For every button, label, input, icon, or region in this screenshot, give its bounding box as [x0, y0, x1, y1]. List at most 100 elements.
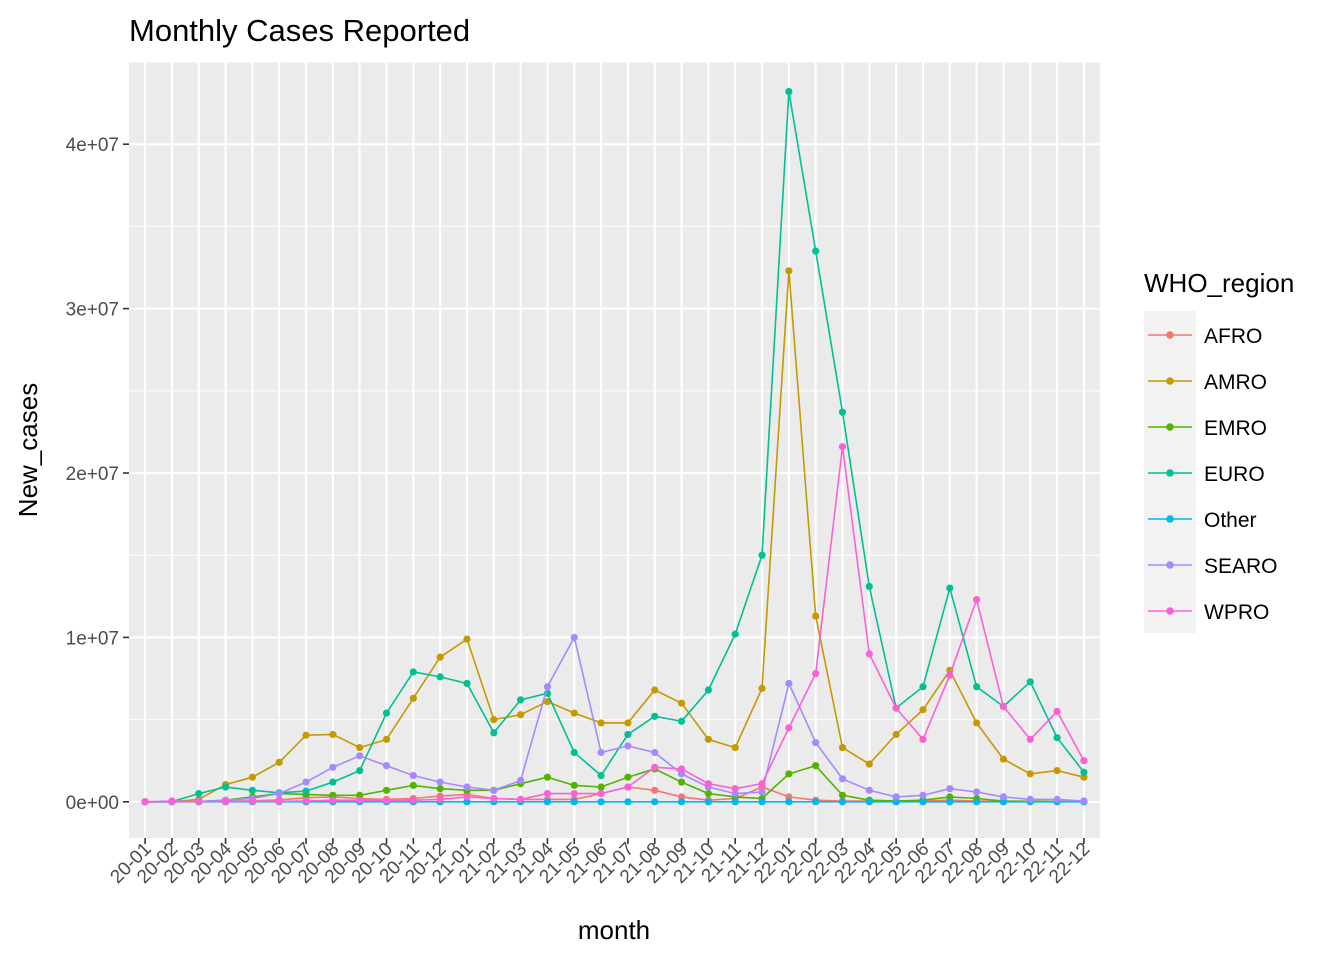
- data-point-euro: [490, 729, 498, 737]
- data-point-emro: [329, 791, 337, 799]
- data-point-euro: [758, 551, 766, 559]
- y-tick-label: 4e+07: [66, 135, 119, 156]
- plot-panel: [129, 62, 1100, 838]
- data-point-other: [758, 798, 766, 806]
- grid-minor: [129, 61, 1100, 721]
- data-point-wpro: [785, 724, 793, 732]
- data-point-amro: [624, 719, 632, 727]
- data-point-euro: [517, 696, 525, 704]
- data-point-wpro: [356, 796, 364, 804]
- legend-key-point: [1166, 377, 1174, 385]
- data-point-amro: [838, 743, 847, 752]
- data-point-searo: [302, 778, 310, 786]
- data-point-emro: [570, 781, 578, 789]
- data-point-wpro: [168, 797, 176, 805]
- data-point-other: [999, 798, 1008, 806]
- series-line-searo: [145, 635, 1084, 803]
- data-point-wpro: [731, 785, 739, 793]
- data-point-euro: [624, 730, 632, 739]
- data-point-other: [919, 798, 927, 806]
- data-point-wpro: [463, 793, 471, 801]
- data-point-euro: [436, 673, 444, 681]
- data-point-searo: [543, 683, 552, 691]
- data-point-wpro: [275, 797, 283, 805]
- data-point-euro: [812, 247, 820, 255]
- data-point-wpro: [1080, 757, 1088, 765]
- data-point-amro: [1080, 773, 1088, 781]
- data-point-searo: [892, 793, 900, 801]
- data-point-euro: [302, 787, 310, 795]
- data-point-wpro: [677, 765, 686, 773]
- series-layer: [141, 87, 1088, 806]
- data-point-euro: [919, 683, 927, 691]
- data-point-amro: [758, 684, 766, 692]
- y-axis-title: New_cases: [13, 383, 43, 517]
- data-point-wpro: [758, 780, 766, 788]
- data-point-euro: [195, 790, 203, 798]
- data-point-euro: [570, 748, 578, 757]
- data-point-wpro: [409, 796, 417, 804]
- legend-title: WHO_region: [1144, 268, 1294, 298]
- data-point-amro: [409, 694, 417, 702]
- data-point-wpro: [973, 596, 981, 604]
- data-point-wpro: [946, 671, 954, 679]
- data-point-amro: [436, 653, 444, 661]
- data-point-euro: [356, 766, 364, 775]
- data-point-other: [570, 798, 578, 806]
- data-point-searo: [785, 679, 793, 688]
- data-point-other: [865, 798, 873, 806]
- data-point-other: [946, 798, 954, 806]
- data-point-searo: [919, 791, 927, 799]
- data-point-searo: [624, 742, 632, 750]
- data-point-amro: [329, 730, 337, 739]
- series-amro: [141, 267, 1088, 806]
- data-point-searo: [463, 783, 471, 791]
- data-point-wpro: [597, 790, 605, 798]
- data-point-emro: [812, 762, 820, 770]
- data-point-other: [624, 798, 632, 806]
- data-point-amro: [704, 735, 712, 743]
- data-point-searo: [1053, 795, 1061, 803]
- data-point-searo: [973, 788, 981, 796]
- data-point-emro: [946, 793, 954, 801]
- data-point-other: [597, 798, 605, 806]
- data-point-euro: [1026, 678, 1034, 686]
- data-point-other: [973, 798, 981, 806]
- data-point-searo: [999, 793, 1008, 801]
- data-point-other: [731, 798, 739, 806]
- series-euro: [141, 87, 1088, 806]
- legend: WHO_region AFRO AMRO EMRO EURO Other SEARO WPR…: [1144, 268, 1294, 633]
- data-point-searo: [758, 788, 766, 796]
- data-point-euro: [463, 679, 471, 688]
- data-point-afro: [651, 786, 659, 794]
- data-point-euro: [597, 771, 605, 780]
- data-point-amro: [812, 612, 820, 620]
- data-point-searo: [651, 748, 659, 757]
- data-point-wpro: [302, 797, 310, 805]
- data-point-wpro: [651, 763, 659, 771]
- data-point-emro: [677, 778, 686, 786]
- legend-key-point: [1166, 469, 1174, 477]
- data-point-other: [677, 798, 686, 806]
- data-point-afro: [677, 793, 686, 801]
- legend-key-point: [1166, 561, 1174, 569]
- data-point-euro: [946, 584, 954, 592]
- data-point-wpro: [221, 797, 230, 805]
- series-line-emro: [145, 764, 1084, 803]
- data-point-emro: [436, 785, 444, 793]
- legend-item-afro: AFRO: [1148, 325, 1262, 348]
- data-point-searo: [436, 778, 444, 786]
- legend-label: Other: [1204, 509, 1257, 532]
- data-point-amro: [302, 731, 310, 739]
- data-point-amro: [275, 758, 283, 766]
- data-point-euro: [973, 683, 981, 691]
- x-axis: 20-0120-0220-0320-0420-0520-0620-0720-08…: [106, 838, 1094, 888]
- data-point-amro: [382, 735, 391, 743]
- data-point-euro: [409, 668, 417, 676]
- data-point-wpro: [141, 798, 149, 806]
- data-point-searo: [1080, 797, 1088, 805]
- data-point-wpro: [436, 795, 444, 803]
- y-tick-label: 0e+00: [66, 793, 119, 814]
- data-point-amro: [517, 711, 525, 719]
- data-point-afro: [785, 793, 793, 801]
